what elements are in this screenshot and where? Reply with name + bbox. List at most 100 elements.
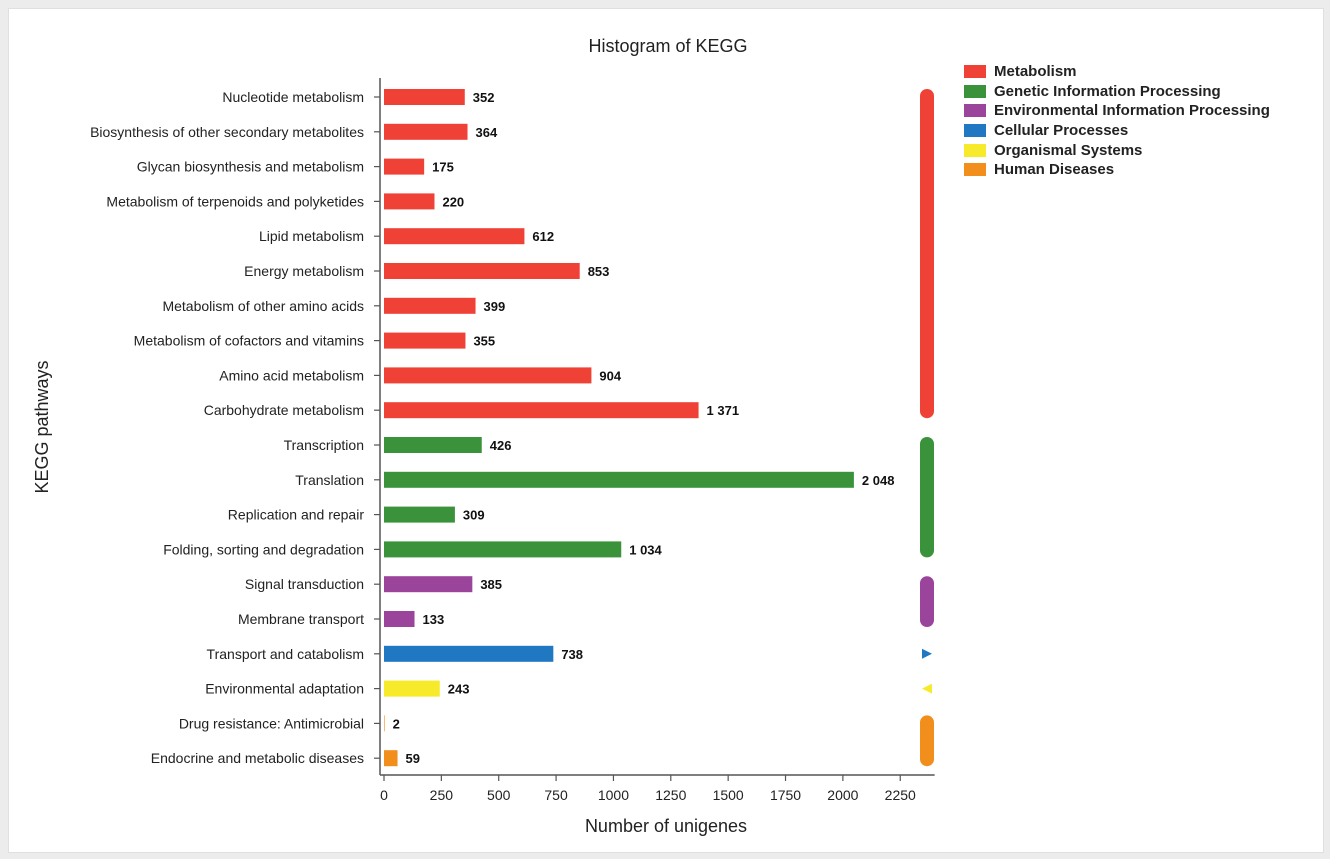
y-tick-label: Metabolism of terpenoids and polyketides: [106, 193, 364, 209]
bar-value-label: 133: [423, 612, 445, 627]
bars: 352 364 175 220 612 853 399 355 904 1 371 426 2 048…: [384, 89, 894, 767]
bar: [384, 506, 455, 523]
bar: [384, 611, 415, 627]
legend-swatch: [964, 104, 986, 118]
group-marker: [922, 683, 932, 694]
legend-item: Human Diseases: [964, 160, 1270, 180]
bar-value-label: 59: [406, 751, 420, 766]
y-tick-label: Translation: [295, 472, 364, 488]
bar-value-label: 364: [476, 125, 498, 140]
legend-label: Metabolism: [994, 63, 1077, 81]
legend-item: Environmental Information Processing: [964, 101, 1270, 121]
y-tick-label: Endocrine and metabolic diseases: [151, 750, 364, 766]
legend-swatch: [964, 124, 986, 138]
legend-label: Cellular Processes: [994, 122, 1129, 140]
bar: [384, 228, 525, 245]
y-tick-label: Signal transduction: [245, 576, 364, 592]
y-tick-label: Amino acid metabolism: [219, 367, 364, 383]
group-marker: [920, 437, 934, 558]
bar-value-label: 399: [484, 299, 506, 314]
bar-value-label: 385: [480, 577, 502, 592]
bar: [384, 193, 435, 210]
y-tick-label: Metabolism of other amino acids: [162, 298, 364, 314]
bar: [384, 645, 554, 662]
bar-value-label: 243: [448, 682, 470, 697]
y-tick-label: Nucleotide metabolism: [222, 89, 364, 105]
bar: [384, 576, 473, 593]
legend-label: Environmental Information Processing: [994, 102, 1270, 120]
axes: 0 250 500 750 1000 1250 1500 1750 2000 2250 Nucleo…: [90, 78, 935, 803]
bar: [384, 750, 398, 767]
bar-value-label: 1 371: [707, 403, 740, 418]
x-tick-label: 750: [544, 787, 568, 803]
x-tick-label: 2250: [885, 787, 916, 803]
group-markers: [920, 89, 934, 767]
y-tick-label: Environmental adaptation: [205, 681, 364, 697]
group-marker: [920, 715, 934, 767]
y-tick-label: Transport and catabolism: [207, 646, 364, 662]
y-tick-label: Lipid metabolism: [259, 228, 364, 244]
bar-value-label: 1 034: [629, 542, 662, 557]
legend-swatch: [964, 65, 986, 79]
y-tick-label: Carbohydrate metabolism: [204, 402, 364, 418]
group-marker: [920, 89, 934, 419]
bar: [384, 263, 580, 279]
group-marker: [922, 648, 932, 659]
legend-swatch: [964, 84, 986, 98]
bar: [384, 471, 854, 488]
bar: [384, 715, 385, 732]
bar-value-label: 220: [442, 194, 464, 209]
bar-value-label: 355: [473, 334, 495, 349]
bar: [384, 297, 476, 314]
x-tick-label: 1250: [655, 787, 686, 803]
bar: [384, 541, 622, 558]
y-tick-label: Biosynthesis of other secondary metaboli…: [90, 124, 364, 140]
bar-value-label: 426: [490, 438, 512, 453]
y-tick-label: Energy metabolism: [244, 263, 364, 279]
legend-label: Human Diseases: [994, 161, 1115, 179]
bar: [384, 367, 592, 384]
chart-title: Histogram of KEGG: [588, 36, 747, 56]
bar-value-label: 904: [599, 368, 621, 383]
bar: [384, 402, 699, 419]
legend-label: Organismal Systems: [994, 141, 1143, 159]
group-marker: [920, 576, 934, 627]
x-tick-label: 2000: [827, 787, 858, 803]
bar: [384, 89, 465, 105]
x-tick-label: 1500: [713, 787, 744, 803]
legend-item: Organismal Systems: [964, 140, 1270, 160]
bar: [384, 437, 482, 453]
legend-item: Cellular Processes: [964, 121, 1270, 141]
bar-value-label: 738: [561, 647, 583, 662]
bar: [384, 680, 440, 697]
y-tick-label: Folding, sorting and degradation: [163, 541, 364, 557]
y-tick-label: Drug resistance: Antimicrobial: [179, 715, 364, 731]
bar: [384, 123, 468, 140]
x-tick-label: 1000: [598, 787, 629, 803]
x-axis-title: Number of unigenes: [585, 816, 747, 836]
legend-item: Metabolism: [964, 62, 1270, 82]
bar-value-label: 853: [588, 264, 610, 279]
bar-value-label: 612: [532, 229, 554, 244]
y-tick-label: Glycan biosynthesis and metabolism: [137, 159, 364, 175]
y-tick-label: Replication and repair: [228, 507, 365, 523]
legend: Metabolism Genetic Information Processing…: [964, 62, 1270, 180]
legend-swatch: [964, 163, 986, 177]
bar-value-label: 352: [473, 90, 495, 105]
bar-value-label: 175: [432, 160, 454, 175]
y-tick-label: Transcription: [284, 437, 364, 453]
y-tick-label: Metabolism of cofactors and vitamins: [134, 333, 364, 349]
x-tick-label: 500: [487, 787, 511, 803]
figure-frame: [8, 8, 1324, 853]
legend-item: Genetic Information Processing: [964, 82, 1270, 102]
y-tick-label: Membrane transport: [238, 611, 364, 627]
bar: [384, 158, 425, 175]
legend-swatch: [964, 143, 986, 157]
bar: [384, 332, 466, 349]
bar-value-label: 309: [463, 508, 485, 523]
x-tick-label: 0: [380, 787, 388, 803]
y-axis-title: KEGG pathways: [32, 360, 52, 493]
bar-value-label: 2: [393, 716, 400, 731]
legend-label: Genetic Information Processing: [994, 82, 1221, 100]
